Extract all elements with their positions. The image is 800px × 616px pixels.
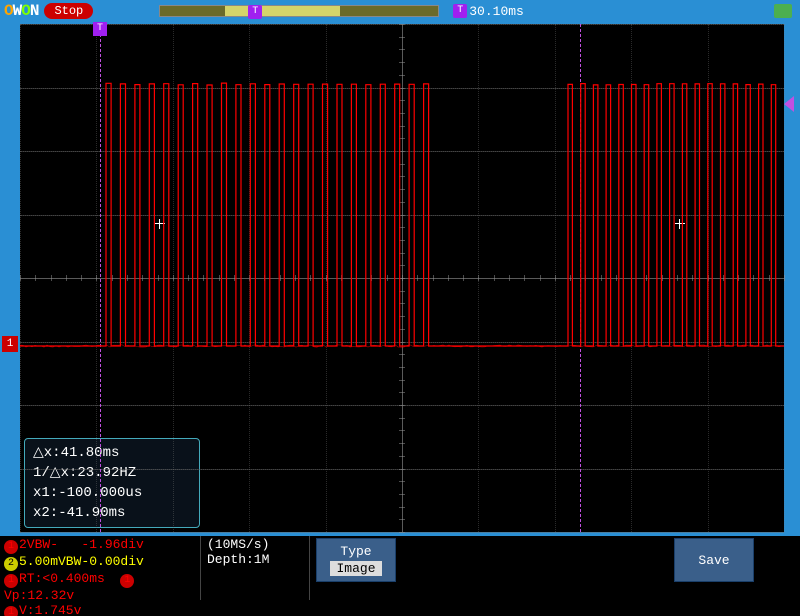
waveform-ch1 xyxy=(20,24,784,532)
trigger-time: T30.10ms xyxy=(453,4,524,19)
menu-save-button[interactable]: Save xyxy=(674,538,754,582)
trigger-level-marker xyxy=(784,96,794,112)
meas-vp-badge: 1 xyxy=(120,574,134,588)
menu-type-label: Type xyxy=(340,544,371,559)
brand-logo: OWON xyxy=(4,2,38,20)
meas-rt-badge: 1 xyxy=(4,574,18,588)
ch2-pos: 0.00div xyxy=(89,554,144,569)
menu-type-value: Image xyxy=(330,561,381,576)
mem-depth: Depth:1M xyxy=(207,552,303,567)
ch1-badge: 1 xyxy=(4,540,18,554)
ch1-pos: -1.96div xyxy=(81,537,143,552)
meas-rt: RT:<0.400ms xyxy=(19,571,105,586)
top-bar: OWON Stop T T30.10ms xyxy=(0,0,800,22)
ch1-coupling: 2VBW- xyxy=(19,537,58,552)
acquisition-info: (10MS/s) Depth:1M xyxy=(200,536,310,600)
memory-bar: T xyxy=(159,5,439,17)
run-state: Stop xyxy=(44,3,93,19)
trig-badge: T xyxy=(453,4,467,18)
meas-v: V:1.745v xyxy=(19,603,81,616)
sample-rate: (10MS/s) xyxy=(207,537,303,552)
usb-icon xyxy=(774,4,792,18)
oscilloscope-frame: OWON Stop T T30.10ms 1 △x:41.80ms 1/△x:2… xyxy=(0,0,800,600)
softkey-menu: Type Image Save xyxy=(310,536,800,600)
ch2-badge: 2 xyxy=(4,557,18,571)
ch2-coupling: 5.00mVBW- xyxy=(19,554,89,569)
waveform-display: 1 △x:41.80ms 1/△x:23.92HZ x1:-100.000us … xyxy=(20,24,784,532)
menu-save-label: Save xyxy=(698,553,729,568)
meas-v-badge: 1 xyxy=(4,606,18,616)
menu-type-button[interactable]: Type Image xyxy=(316,538,396,582)
ch1-zero-marker: 1 xyxy=(2,336,18,352)
channel-info: 12VBW- -1.96div 25.00mVBW-0.00div 1RT:<0… xyxy=(0,536,200,600)
meas-vp: Vp:12.32v xyxy=(4,588,74,603)
trigger-time-value: 30.10ms xyxy=(469,4,524,19)
trig-pos-icon: T xyxy=(248,5,262,19)
memory-window xyxy=(225,6,340,16)
bottom-panel: 12VBW- -1.96div 25.00mVBW-0.00div 1RT:<0… xyxy=(0,536,800,600)
